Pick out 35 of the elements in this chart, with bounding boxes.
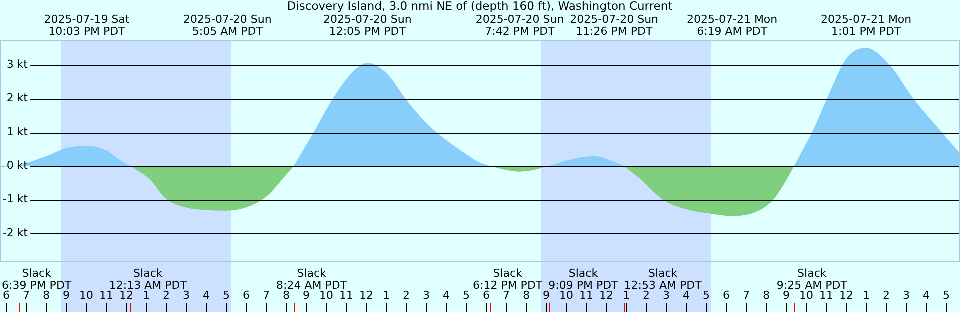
x-tick-label: 4	[923, 288, 930, 302]
x-tick-label: 4	[203, 288, 210, 302]
x-tick-label: 7	[743, 288, 750, 302]
text: 2025-07-20 Sun 7:42 PM PDT	[476, 12, 564, 38]
text: 2025-07-20 Sun 5:05 AM PDT	[183, 12, 272, 38]
y-tick-label: 1 kt	[6, 125, 29, 138]
x-tick-label: 3	[903, 288, 910, 302]
x-tick-label: 9	[543, 288, 550, 302]
x-tick-label: 2	[403, 288, 410, 302]
y-tick-label: -2 kt	[2, 226, 29, 240]
text: 2025-07-20 Sun 12:05 PM PDT	[323, 12, 412, 38]
x-tick-label: 6	[723, 288, 730, 302]
x-tick-label: 12	[360, 288, 374, 302]
y-tick-label: -1 kt	[2, 192, 29, 206]
text: 2025-07-20 Sun 11:26 PM PDT	[570, 12, 659, 38]
y-tick-label: 3 kt	[6, 58, 29, 72]
text: 2025-07-21 Mon 6:19 AM PDT	[687, 12, 778, 38]
x-tick-label: 8	[763, 288, 770, 302]
chart-title: Discovery Island, 3.0 nmi NE of (depth 160 ft), Washington Current	[287, 0, 674, 13]
text: 2025-07-19 Sat 10:03 PM PDT	[44, 12, 130, 38]
y-tick-label: 0 kt	[6, 158, 29, 172]
x-tick-label: 3	[423, 288, 430, 302]
x-tick-label: 5	[463, 288, 470, 302]
x-tick-label: 5	[943, 288, 950, 302]
x-tick-label: 4	[443, 288, 450, 302]
x-tick-label: 7	[263, 288, 270, 302]
x-tick-label: 5	[703, 288, 710, 302]
x-tick-label: 1	[383, 288, 390, 302]
x-tick-label: 6	[243, 288, 250, 302]
x-tick-label: 10	[80, 288, 94, 302]
y-tick-label: 2 kt	[6, 92, 29, 105]
x-tick-label: 2	[883, 288, 890, 302]
x-tick-label: 5	[223, 288, 230, 302]
x-tick-label: 1	[863, 288, 870, 302]
text: 2025-07-21 Mon 1:01 PM PDT	[821, 12, 912, 38]
